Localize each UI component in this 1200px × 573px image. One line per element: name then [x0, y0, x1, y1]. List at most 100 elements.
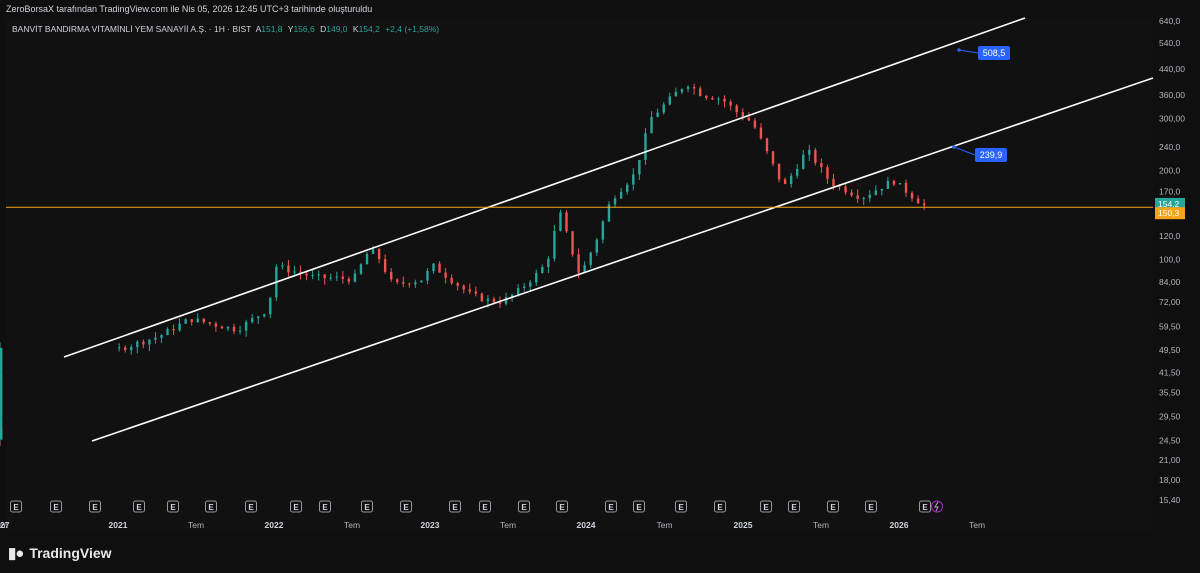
candle-body [184, 319, 187, 324]
low-label: D [320, 24, 327, 34]
earnings-marker-icon: E [763, 503, 769, 512]
candle-body [916, 198, 920, 204]
candle-body [565, 212, 568, 232]
candle-body [644, 133, 647, 160]
earnings-marker-icon: E [364, 503, 370, 512]
candle-body [868, 194, 871, 199]
earnings-marker-box [50, 500, 62, 513]
channel-lower-line [91, 77, 1154, 442]
tradingview-logo[interactable]: ▮● TradingView [8, 544, 112, 562]
earnings-marker-icon: E [922, 503, 928, 512]
candle-body [601, 221, 605, 240]
candle-body [619, 191, 623, 199]
y-tick-label: 24,50 [1159, 435, 1181, 445]
earnings-marker-box [633, 500, 645, 513]
candle-body [504, 297, 508, 304]
earnings-marker-box [89, 500, 101, 513]
candle-body [886, 180, 890, 189]
y-tick-label: 120,0 [1159, 231, 1181, 241]
channel-upper-label-box [978, 46, 1010, 60]
candle-body [711, 98, 714, 100]
candle-body [898, 183, 902, 185]
candle-body [589, 252, 592, 265]
symbol-header: BANVİT BANDIRMA VİTAMİNLİ YEM SANAYİİ A.… [12, 24, 439, 34]
candle-body [547, 258, 550, 268]
candle-body [257, 316, 260, 319]
y-tick-label: 59,50 [1159, 321, 1181, 331]
symbol-name: BANVİT BANDIRMA VİTAMİNLİ YEM SANAYİİ A.… [12, 24, 252, 34]
candle-body [480, 293, 484, 302]
low-value: 149,0 [326, 24, 348, 34]
candle-body [668, 96, 671, 105]
earnings-marker-box [205, 500, 217, 513]
close-value: 154,2 [358, 24, 380, 34]
earnings-marker-icon: E [636, 503, 642, 512]
y-tick-label: 440,00 [1159, 64, 1185, 74]
candle-body [172, 328, 175, 331]
candle-body [656, 112, 659, 117]
earnings-marker-icon: E [717, 503, 723, 512]
candle-body [783, 179, 787, 185]
candle-body [638, 159, 641, 175]
candle-body [238, 330, 242, 332]
earnings-marker-icon: E [13, 503, 19, 512]
channel-lower-label-box [975, 148, 1007, 162]
x-tick-label: 2027 [0, 520, 10, 530]
candle-body [747, 117, 751, 121]
candle-body [142, 341, 145, 345]
candle-body [347, 278, 351, 282]
x-tick-label: Tem [813, 520, 829, 530]
candle-body [892, 180, 896, 185]
channel-lower-label-connector [953, 146, 976, 156]
x-tick-label: Tem [188, 520, 204, 530]
candle-body [148, 339, 151, 345]
candle-body [583, 264, 586, 273]
x-tick-label: Tem [344, 520, 360, 530]
candle-body [0, 347, 3, 362]
candle-body [335, 276, 338, 278]
candle-body [705, 95, 708, 99]
earnings-marker-icon: E [170, 503, 176, 512]
earnings-marker-icon: E [322, 503, 328, 512]
x-tick-label: 2025 [734, 520, 753, 530]
y-tick-label: 18,00 [1159, 475, 1181, 485]
candle-body [765, 138, 769, 152]
candle-body [396, 279, 399, 283]
candle-body [904, 183, 908, 193]
earnings-marker-box [605, 500, 617, 513]
candle-body [317, 274, 320, 276]
x-tick-label: 2023 [421, 520, 440, 530]
earnings-marker-icon: E [830, 503, 836, 512]
earnings-marker-box [290, 500, 302, 513]
candle-body [0, 416, 3, 440]
earnings-marker-box [319, 500, 331, 513]
x-tick-label: Tem [500, 520, 516, 530]
candle-body [559, 212, 562, 231]
candle-body [686, 86, 690, 90]
y-tick-label: 360,00 [1159, 90, 1185, 100]
x-tick-label: 2026 [890, 520, 909, 530]
candle-body [202, 318, 205, 323]
candle-body [680, 89, 684, 93]
candle-body [814, 149, 817, 164]
x-tick-label: 2022 [265, 520, 284, 530]
candle-body [753, 120, 757, 128]
candle-body [444, 272, 447, 278]
y-tick-label: 84,00 [1159, 277, 1181, 287]
candle-body [456, 283, 459, 286]
candle-body [117, 347, 121, 349]
candle-body [844, 186, 847, 193]
candle-body [516, 288, 520, 295]
earnings-marker-icon: E [293, 503, 299, 512]
candle-body [293, 271, 296, 273]
candle-body [160, 335, 163, 338]
earnings-marker-box [714, 500, 726, 513]
candle-body [305, 273, 308, 276]
high-value: 156,6 [293, 24, 315, 34]
candle-body [808, 149, 811, 155]
candle-body [263, 314, 266, 317]
earnings-marker-icon: E [678, 503, 684, 512]
earnings-marker-box [479, 500, 491, 513]
y-tick-label: 170,0 [1159, 186, 1181, 196]
